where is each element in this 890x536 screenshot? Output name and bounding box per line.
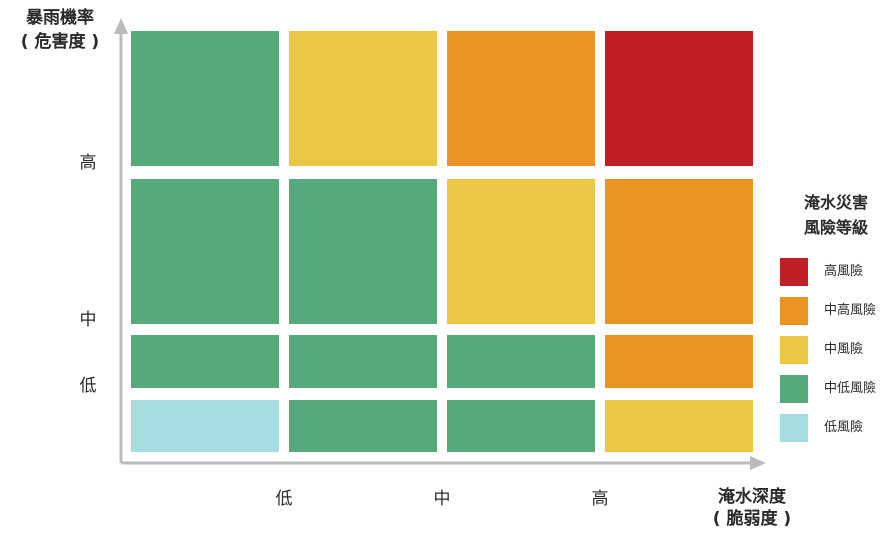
legend-swatch	[780, 297, 808, 325]
legend-item-medium-high: 中高風險	[780, 297, 888, 325]
legend-label: 中風險	[824, 342, 864, 357]
legend-item-high: 高風險	[780, 258, 888, 286]
risk-cell	[447, 335, 595, 388]
y-axis-arrow	[114, 18, 128, 34]
risk-cell	[289, 179, 437, 324]
x-axis-title-line2: ( 脆弱度 )	[712, 509, 792, 529]
risk-cell	[131, 31, 279, 166]
risk-cell	[447, 179, 595, 324]
legend-item-medium-low: 中低風險	[780, 375, 888, 403]
legend-label: 高風險	[824, 264, 864, 279]
legend-swatch	[780, 336, 808, 364]
y-axis-title: 暴雨機率 ( 危害度 )	[4, 6, 116, 54]
risk-cell	[605, 400, 753, 452]
legend-swatch	[780, 258, 808, 286]
legend-label: 中高風險	[824, 303, 877, 318]
y-tick-label: 低	[80, 376, 97, 396]
legend: 高風險 中高風險 中風險 中低風險 低風險	[780, 258, 888, 453]
risk-cell	[447, 400, 595, 452]
legend-label: 低風險	[824, 420, 864, 435]
legend-title-line1: 淹水災害	[803, 193, 868, 212]
risk-cell	[289, 335, 437, 388]
risk-cell	[605, 179, 753, 324]
x-tick-label: 高	[592, 489, 609, 509]
risk-cell	[605, 31, 753, 166]
y-tick-label: 高	[80, 153, 97, 173]
risk-cell	[131, 335, 279, 388]
legend-item-medium: 中風險	[780, 336, 888, 364]
y-axis-title-line2: ( 危害度 )	[20, 32, 100, 52]
legend-title-line2: 風險等級	[803, 218, 868, 237]
risk-cell	[447, 31, 595, 166]
y-axis-title-line1: 暴雨機率	[26, 8, 94, 28]
x-tick-label: 低	[276, 489, 293, 509]
legend-label: 中低風險	[824, 381, 877, 396]
x-axis-arrow	[750, 456, 766, 470]
risk-cell	[131, 179, 279, 324]
x-tick-label: 中	[434, 489, 451, 509]
legend-title: 淹水災害 風險等級	[786, 190, 886, 240]
x-axis-title: 淹水深度 ( 脆弱度 )	[692, 486, 812, 530]
risk-cell	[289, 31, 437, 166]
x-axis-title-line1: 淹水深度	[718, 487, 786, 507]
risk-cell	[131, 400, 279, 452]
risk-cell	[605, 335, 753, 388]
legend-swatch	[780, 375, 808, 403]
risk-cell	[289, 400, 437, 452]
y-tick-label: 中	[80, 310, 97, 330]
legend-swatch	[780, 414, 808, 442]
legend-item-low: 低風險	[780, 414, 888, 442]
